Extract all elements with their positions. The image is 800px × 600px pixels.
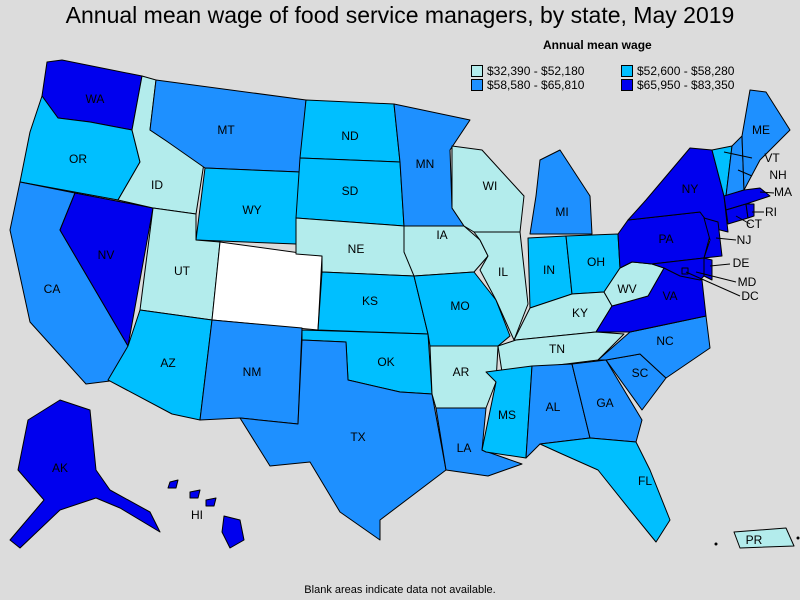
footnote: Blank areas indicate data not available. [304,584,496,596]
legend-swatch [471,79,483,91]
label-CA: CA [44,282,61,296]
leader-line-dc [685,271,741,297]
leader-line-nj [715,237,737,241]
label-RI: RI [765,205,777,219]
state-LA[interactable] [435,407,523,477]
label-SD: SD [342,184,359,198]
legend-label: $32,390 - $52,180 [487,64,585,78]
label-DE: DE [733,256,750,270]
label-NM: NM [243,365,262,379]
label-TX: TX [350,430,365,444]
state-NJ[interactable] [703,217,723,259]
label-TN: TN [549,342,565,356]
label-HI: HI [191,508,203,522]
state-DC[interactable] [681,267,689,275]
label-NV: NV [98,248,115,262]
legend-label: $58,580 - $65,810 [487,78,585,92]
label-IL: IL [498,265,508,279]
leader-line-ct [735,215,751,225]
label-WV: WV [617,282,636,296]
label-MD: MD [738,275,757,289]
label-ID: ID [151,178,163,192]
label-WA: WA [86,92,105,106]
label-IA: IA [436,228,447,242]
state-MO[interactable] [413,271,511,347]
legend-swatch [471,65,483,77]
label-NC: NC [656,334,674,348]
state-IA[interactable] [403,225,489,277]
label-AZ: AZ [160,356,175,370]
island-dot [796,536,800,540]
legend-swatch [621,79,633,91]
label-AL: AL [546,400,561,414]
legend-title: Annual mean wage [543,38,652,52]
legend-label: $65,950 - $83,350 [637,78,735,92]
state-TX[interactable] [239,339,447,541]
label-MI: MI [555,205,568,219]
label-GA: GA [596,396,613,410]
state-GA[interactable] [571,359,643,443]
label-OH: OH [587,255,605,269]
legend-item-bin-0: $32,390 - $52,180 [471,65,584,77]
leader-line-md [695,271,737,283]
leader-line-ma [759,191,775,194]
leader-line-de [709,263,731,267]
state-DE[interactable] [703,257,713,281]
label-WY: WY [242,203,261,217]
label-LA: LA [457,441,472,455]
state-RI[interactable] [745,203,755,219]
label-NE: NE [348,242,365,256]
label-DC: DC [741,289,759,303]
label-MO: MO [450,299,469,313]
state-HI[interactable] [167,479,245,549]
island-dot [714,542,718,546]
label-MT: MT [217,123,235,137]
state-MI[interactable] [529,149,593,235]
label-PA: PA [658,232,673,246]
label-IN: IN [543,263,555,277]
leader-line-nh [737,169,753,177]
label-AK: AK [52,461,68,475]
label-SC: SC [632,366,649,380]
label-UT: UT [174,264,191,278]
label-OR: OR [69,152,87,166]
label-ME: ME [752,123,770,137]
label-NJ: NJ [737,233,752,247]
label-VT: VT [764,151,780,165]
label-FL: FL [638,474,652,488]
legend-item-bin-3: $65,950 - $83,350 [621,79,734,91]
label-MA: MA [774,185,792,199]
label-ND: ND [341,129,359,143]
label-NY: NY [682,182,699,196]
label-PR: PR [746,533,763,547]
leader-line-vt [723,151,753,159]
state-PR[interactable] [733,527,795,549]
label-MN: MN [416,157,435,171]
label-NH: NH [769,168,786,182]
state-AK[interactable] [9,399,161,549]
legend-item-bin-1: $52,600 - $58,280 [621,65,734,77]
label-KS: KS [362,294,378,308]
map-title: Annual mean wage of food service manager… [65,2,735,28]
legend-swatch [621,65,633,77]
label-WI: WI [483,179,498,193]
label-VA: VA [662,289,677,303]
label-MS: MS [498,408,516,422]
legend-label: $52,600 - $58,280 [637,64,735,78]
state-FL[interactable] [539,437,671,543]
label-CT: CT [746,217,763,231]
label-KY: KY [572,306,588,320]
label-AR: AR [453,365,470,379]
legend-item-bin-2: $58,580 - $65,810 [471,79,584,91]
state-IL[interactable] [473,231,529,341]
label-OK: OK [377,355,394,369]
